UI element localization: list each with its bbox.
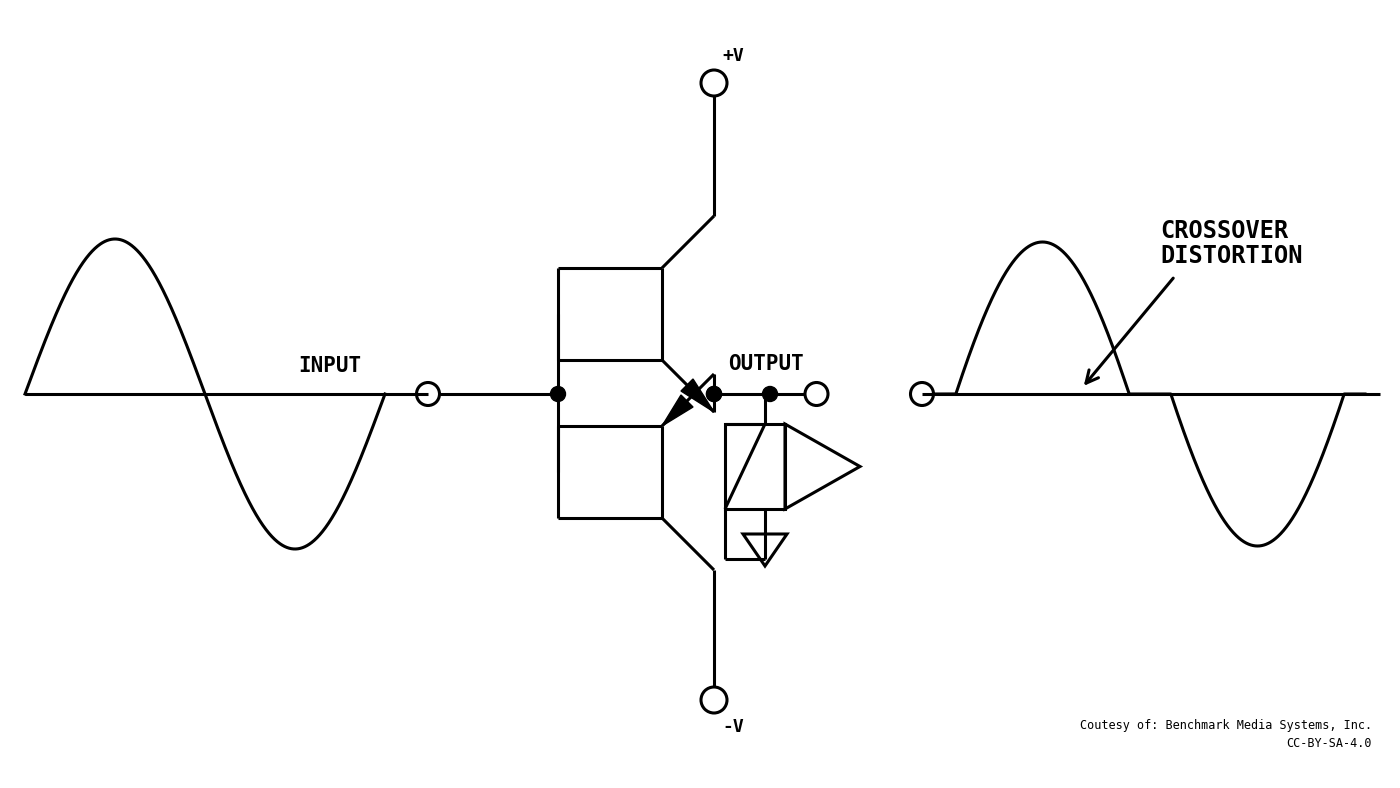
Circle shape <box>707 386 721 402</box>
Circle shape <box>763 386 777 402</box>
Bar <box>725 424 785 509</box>
Polygon shape <box>662 395 693 426</box>
Text: INPUT: INPUT <box>298 356 361 376</box>
Circle shape <box>707 386 721 402</box>
Text: -V: -V <box>722 718 743 736</box>
Circle shape <box>550 386 566 402</box>
Text: CROSSOVER
DISTORTION: CROSSOVER DISTORTION <box>1161 219 1302 268</box>
Text: Coutesy of: Benchmark Media Systems, Inc.
CC-BY-SA-4.0: Coutesy of: Benchmark Media Systems, Inc… <box>1079 719 1372 750</box>
Text: +V: +V <box>722 47 743 65</box>
Polygon shape <box>680 379 714 412</box>
Text: OUTPUT: OUTPUT <box>728 354 804 374</box>
